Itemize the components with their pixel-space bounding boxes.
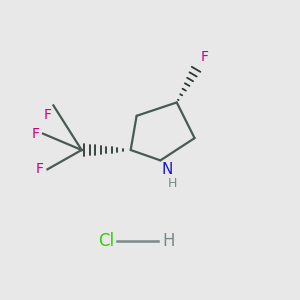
Text: F: F (36, 162, 44, 176)
Text: N: N (162, 162, 173, 177)
Text: F: F (201, 50, 209, 64)
Text: Cl: Cl (98, 232, 114, 250)
Text: F: F (32, 127, 39, 141)
Text: H: H (168, 177, 177, 190)
Text: F: F (44, 108, 52, 122)
Text: H: H (162, 232, 174, 250)
